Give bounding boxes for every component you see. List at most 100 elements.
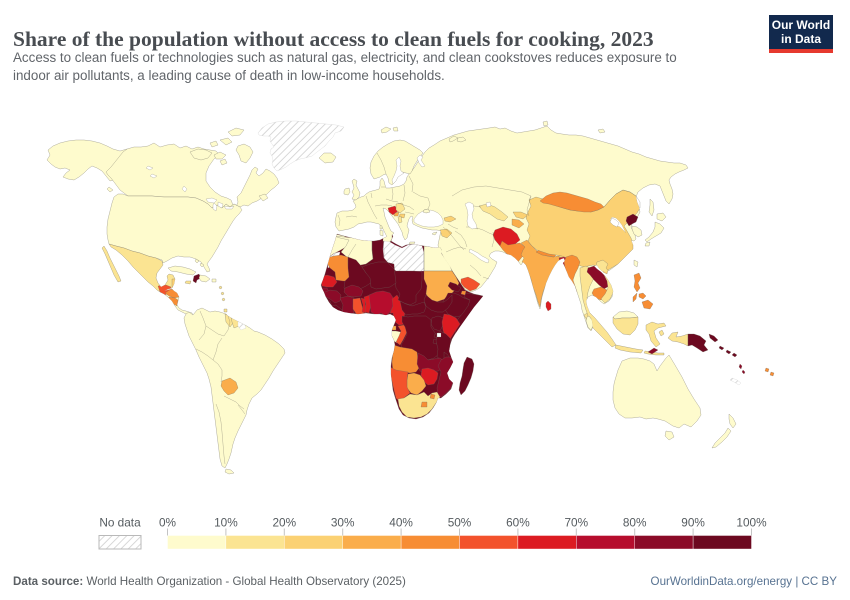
country-namibia[interactable] bbox=[389, 366, 411, 403]
country-united-kingdom[interactable] bbox=[351, 178, 361, 201]
country-yemen[interactable] bbox=[460, 276, 481, 292]
country-svalbard1[interactable] bbox=[380, 126, 392, 134]
country-greenland[interactable] bbox=[257, 120, 345, 172]
country-chad[interactable] bbox=[393, 270, 423, 306]
country-sardinia[interactable] bbox=[379, 229, 384, 237]
country-ireland[interactable] bbox=[343, 187, 351, 196]
legend-no-data-swatch[interactable] bbox=[98, 535, 142, 550]
legend-no-data-label: No data bbox=[99, 516, 141, 530]
country-kyrgyzstan[interactable] bbox=[512, 211, 529, 220]
country-georgia[interactable] bbox=[443, 215, 457, 223]
country-burkina-faso[interactable] bbox=[343, 284, 364, 298]
legend-bin-30-40%[interactable] bbox=[342, 535, 402, 550]
country-new-caledonia[interactable] bbox=[729, 377, 742, 386]
country-japan-hokkaido[interactable] bbox=[656, 212, 667, 222]
country-newsiberian[interactable] bbox=[597, 128, 606, 134]
country-nz-south[interactable] bbox=[711, 427, 732, 449]
country-tierra-del-fuego[interactable] bbox=[224, 468, 235, 475]
border-line bbox=[397, 202, 415, 211]
country-severnaya[interactable] bbox=[542, 120, 549, 127]
country-iceland[interactable] bbox=[318, 152, 337, 164]
legend-tick-label-90%: 90% bbox=[681, 516, 705, 530]
country-nz-north[interactable] bbox=[728, 413, 737, 429]
country-philippines-mindanao[interactable] bbox=[641, 299, 654, 310]
country-cyprus[interactable] bbox=[431, 231, 438, 236]
country-paraguay[interactable] bbox=[220, 377, 239, 396]
country-japan-honshu[interactable] bbox=[644, 221, 665, 243]
country-madagascar[interactable] bbox=[458, 356, 475, 396]
country-australia[interactable] bbox=[612, 354, 702, 429]
footer-link[interactable]: OurWorldinData.org/energy | CC BY bbox=[650, 575, 837, 588]
country-philippines-luzon[interactable] bbox=[633, 272, 642, 293]
country-guinea[interactable] bbox=[322, 289, 342, 304]
legend-bin-70-80%[interactable] bbox=[576, 535, 635, 550]
country-sakhalin[interactable] bbox=[648, 198, 655, 217]
country-eswatini[interactable] bbox=[429, 393, 436, 400]
country-jamaica[interactable] bbox=[184, 280, 192, 285]
legend-bin-40-50%[interactable] bbox=[400, 535, 460, 550]
country-niger[interactable] bbox=[361, 261, 397, 290]
country-baja[interactable] bbox=[101, 245, 122, 283]
country-senegal[interactable] bbox=[320, 274, 338, 288]
country-philippines-visayas[interactable] bbox=[638, 292, 647, 300]
country-novaya2[interactable] bbox=[456, 136, 467, 143]
country-mozambique[interactable] bbox=[436, 356, 455, 398]
country-central-african-republic[interactable] bbox=[399, 300, 427, 316]
country-uzbekistan[interactable] bbox=[478, 203, 509, 222]
legend-bin-90-100%[interactable] bbox=[692, 535, 752, 550]
country-japan-kyushu[interactable] bbox=[644, 241, 651, 247]
country-pakistan[interactable] bbox=[499, 240, 528, 263]
legend-bin-0-10%[interactable] bbox=[167, 535, 227, 550]
country-corsica[interactable] bbox=[379, 224, 383, 230]
country-taiwan[interactable] bbox=[633, 259, 639, 268]
country-belize[interactable] bbox=[171, 278, 177, 288]
country-cuba[interactable] bbox=[167, 265, 197, 276]
country-bahamas[interactable] bbox=[194, 258, 205, 268]
country-eq-guinea[interactable] bbox=[390, 325, 397, 331]
country-crimea[interactable] bbox=[422, 208, 431, 214]
country-west-papua[interactable] bbox=[667, 331, 689, 347]
country-solomon-islands[interactable] bbox=[718, 345, 738, 358]
country-angola[interactable] bbox=[391, 344, 420, 374]
country-puerto-rico[interactable] bbox=[211, 278, 217, 283]
country-dominican-republic[interactable] bbox=[198, 274, 211, 283]
country-nigeria[interactable] bbox=[368, 290, 395, 317]
country-palawan[interactable] bbox=[632, 292, 638, 303]
legend-bin-20-30%[interactable] bbox=[284, 535, 343, 550]
country-mexico[interactable] bbox=[108, 243, 176, 293]
country-trinidad[interactable] bbox=[223, 308, 228, 313]
legend-bin-10-20%[interactable] bbox=[225, 535, 285, 550]
country-java[interactable] bbox=[614, 344, 644, 354]
country-fiji[interactable] bbox=[764, 367, 775, 377]
country-new-britain[interactable] bbox=[708, 333, 719, 343]
country-south-korea[interactable] bbox=[631, 225, 643, 238]
country-haiti[interactable] bbox=[192, 273, 202, 284]
country-albania[interactable] bbox=[397, 215, 403, 224]
country-eritrea[interactable] bbox=[447, 281, 462, 293]
country-sulawesi[interactable] bbox=[645, 321, 667, 348]
legend-bin-50-60%[interactable] bbox=[459, 535, 519, 550]
country-timor-leste[interactable] bbox=[647, 347, 659, 355]
legend-bin-80-90%[interactable] bbox=[634, 535, 694, 550]
country-tasmania[interactable] bbox=[664, 430, 675, 441]
country-borneo[interactable] bbox=[612, 316, 639, 336]
country-uganda[interactable] bbox=[430, 315, 445, 332]
legend-bin-60-70%[interactable] bbox=[517, 535, 577, 550]
country-lesotho[interactable] bbox=[420, 401, 428, 408]
country-vanuatu[interactable] bbox=[738, 363, 746, 375]
country-serbia[interactable] bbox=[395, 202, 406, 214]
country-svalbard2[interactable] bbox=[392, 126, 399, 132]
owid-logo[interactable]: Our World in Data bbox=[769, 15, 833, 49]
country-north-korea[interactable] bbox=[625, 213, 639, 227]
country-montenegro[interactable] bbox=[393, 211, 400, 217]
country-sri-lanka[interactable] bbox=[545, 300, 552, 312]
country-tajikistan[interactable] bbox=[511, 218, 525, 229]
country-maluku[interactable] bbox=[658, 329, 665, 337]
country-crete[interactable] bbox=[408, 241, 416, 245]
country-papua-new-guinea[interactable] bbox=[687, 333, 709, 353]
arctic-island-2 bbox=[235, 143, 254, 164]
country-lesser-antilles[interactable] bbox=[218, 285, 226, 302]
country-cote-divoire[interactable] bbox=[339, 295, 355, 315]
country-south-sudan[interactable] bbox=[423, 294, 453, 313]
country-novaya1[interactable] bbox=[448, 135, 459, 143]
